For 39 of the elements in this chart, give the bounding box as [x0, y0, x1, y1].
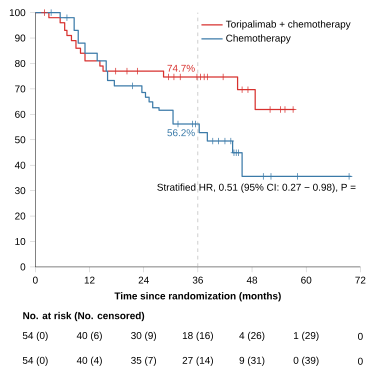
y-tick-label: 60: [15, 110, 26, 118]
text: No. at risk (No. censored): [23, 312, 144, 322]
y-tick-label: 100: [10, 9, 26, 16]
x-tick-label: 60: [301, 276, 312, 284]
y-tick-label: 50: [15, 136, 26, 144]
annotation: 56.2%: [167, 129, 195, 136]
y-tick-label: 10: [15, 238, 26, 246]
text: 54 (0): [22, 356, 48, 366]
text: 30 (9): [131, 332, 156, 342]
text: 0: [358, 332, 363, 340]
y-tick-label: 0: [20, 263, 26, 270]
x-axis-title: Time since randomization (months): [114, 292, 281, 302]
text: 27 (14): [182, 356, 213, 366]
y-tick-label: 80: [15, 60, 26, 68]
y-tick-label: 70: [15, 85, 26, 92]
annotation: 74.7%: [167, 64, 195, 72]
text: 0: [358, 358, 363, 365]
text: 4 (26): [239, 332, 264, 342]
text: 40 (6): [76, 332, 102, 342]
x-tick-label: 12: [84, 276, 95, 284]
y-tick-label: 90: [15, 34, 26, 42]
text: 1 (29): [294, 332, 319, 342]
y-tick-label: 20: [15, 212, 26, 220]
text: 18 (16): [182, 332, 213, 342]
text: 35 (7): [131, 356, 156, 366]
text: 40 (4): [76, 356, 102, 366]
annotation: Stratified HR, 0.51 (95% CI: 0.27 − 0.98), P =: [157, 183, 356, 193]
x-tick-label: 0: [32, 276, 38, 284]
y-tick-label: 30: [14, 187, 26, 194]
text: 9 (31): [240, 356, 264, 366]
x-tick-label: 24: [138, 276, 149, 284]
x-tick-label: 48: [246, 276, 258, 284]
x-tick-label: 36: [192, 276, 203, 284]
legend-label: Toripalimab + chemotherapy: [226, 20, 351, 30]
y-tick-label: 40: [14, 162, 26, 169]
x-tick-label: 72: [355, 276, 366, 284]
text: 54 (0): [22, 332, 48, 342]
text: 0 (39): [294, 356, 319, 366]
legend-label: Chemotherapy: [226, 34, 291, 44]
